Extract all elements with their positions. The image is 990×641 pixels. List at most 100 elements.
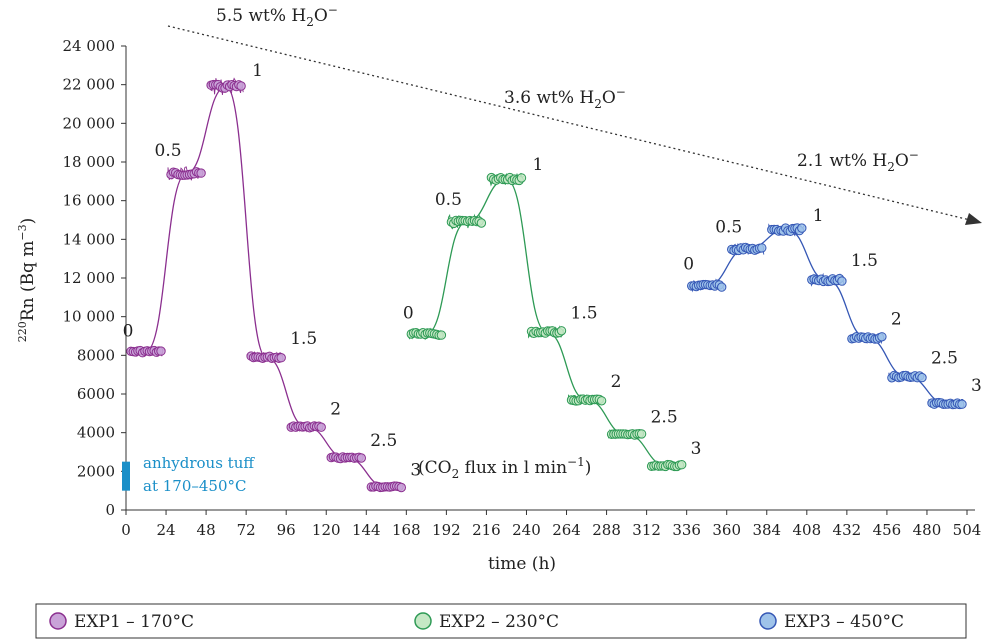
y-tick-label: 4000 (77, 424, 115, 442)
series-exp1: 0 0.5 1 1.5 2 2.5 3 (123, 61, 421, 493)
x-tick-label: 432 (833, 521, 862, 539)
co2-flux-note-mid: flux in l min (459, 458, 567, 478)
water-label-2-sub: 2 (594, 97, 602, 111)
flux-label: 1.5 (290, 329, 317, 349)
water-label-2: 3.6 wt% H2O− (504, 85, 626, 111)
water-label-2-sup: − (616, 85, 626, 99)
legend-box (35, 603, 967, 639)
x-tick-label: 216 (472, 521, 501, 539)
x-tick-label: 168 (392, 521, 421, 539)
data-point (556, 326, 567, 336)
water-label-1-pre: 5.5 wt% H (216, 6, 306, 26)
x-tick-label: 120 (312, 521, 341, 539)
flux-label: 1 (813, 206, 824, 226)
water-label-2-pre: 3.6 wt% H (504, 88, 594, 108)
y-tick-label: 22 000 (63, 76, 116, 94)
series-trend-line (145, 85, 387, 488)
co2-flux-note-close: ) (585, 458, 592, 478)
x-tick-label: 384 (752, 521, 781, 539)
legend-label-exp1: EXP1 – 170°C (74, 612, 194, 632)
y-tick-label: 0 (105, 501, 115, 519)
water-trend-arrow (167, 25, 982, 225)
flux-label: 2 (891, 310, 902, 330)
y-tick-label: 8000 (77, 346, 115, 364)
flux-label: 2 (611, 372, 622, 392)
data-point (316, 422, 326, 432)
trend-line (167, 25, 971, 221)
y-tick-label: 16 000 (63, 192, 116, 210)
y-tick-label: 20 000 (63, 114, 116, 132)
x-tick-label: 288 (592, 521, 621, 539)
data-point (717, 282, 727, 292)
water-label-1: 5.5 wt% H2O− (216, 3, 338, 29)
flux-label: 0 (403, 304, 414, 324)
flux-label: 3 (410, 460, 421, 480)
flux-label: 1 (532, 155, 543, 175)
axes (125, 46, 975, 511)
co2-flux-note-sup: −1 (567, 455, 585, 469)
x-tick-label: 48 (197, 521, 216, 539)
x-tick-label: 192 (432, 521, 461, 539)
water-label-3-sup: − (909, 148, 919, 162)
flux-label: 0.5 (435, 190, 462, 210)
legend-marker-exp1 (49, 612, 67, 630)
y-axis-title-close: ) (18, 218, 38, 225)
x-tick-label: 504 (953, 521, 982, 539)
anhydrous-tuff-bar (122, 461, 130, 491)
data-point (596, 396, 607, 406)
x-tick-label: 72 (237, 521, 256, 539)
data-point (156, 346, 166, 356)
x-tick-label: 312 (632, 521, 661, 539)
data-point (837, 276, 847, 286)
data-point (236, 81, 246, 91)
flux-label: 2.5 (370, 431, 397, 451)
flux-label: 3 (971, 376, 982, 396)
flux-label: 0.5 (155, 141, 182, 161)
x-tick-label: 96 (277, 521, 296, 539)
data-point (516, 173, 527, 183)
flux-label: 0 (123, 321, 134, 341)
flux-label: 1.5 (851, 251, 878, 271)
series-exp3: 0 0.5 1 1.5 2 2.5 3 (683, 206, 982, 410)
y-tick-label: 6000 (77, 385, 115, 403)
series-exp2: 0 0.5 1 1.5 2 2.5 3 (403, 155, 702, 472)
x-axis-title: time (h) (488, 554, 556, 574)
flux-label: 3 (691, 439, 702, 459)
x-tick-label: 480 (913, 521, 942, 539)
y-tick-label: 14 000 (63, 230, 116, 248)
data-point (917, 372, 927, 383)
anhydrous-tuff-label-1: anhydrous tuff (143, 454, 255, 472)
data-point (957, 399, 967, 409)
flux-label: 2.5 (931, 349, 958, 369)
data-point (196, 168, 206, 178)
water-label-1-sup: − (328, 3, 338, 17)
water-label-3-sub: 2 (887, 160, 895, 174)
y-ticks: 0 2000 4000 6000 8000 10 000 12 000 14 000 16 00… (63, 37, 126, 519)
legend-marker-exp2 (414, 612, 432, 630)
water-label-3-pre: 2.1 wt% H (797, 151, 887, 171)
y-tick-label: 18 000 (63, 153, 116, 171)
data-point (677, 460, 687, 470)
data-point (396, 482, 406, 493)
y-axis-title-main: Rn (Bq m (18, 241, 38, 322)
flux-label: 2.5 (651, 407, 678, 427)
x-tick-label: 336 (672, 521, 701, 539)
data-point (436, 330, 447, 340)
x-tick-label: 264 (552, 521, 581, 539)
flux-label: 0 (683, 255, 694, 275)
y-tick-label: 12 000 (63, 269, 116, 287)
flux-label: 0.5 (715, 218, 742, 238)
y-tick-label: 24 000 (63, 37, 116, 55)
flux-label: 1 (252, 61, 263, 81)
co2-flux-note-sub: 2 (452, 467, 460, 481)
x-tick-label: 360 (712, 521, 741, 539)
x-tick-label: 408 (792, 521, 821, 539)
y-axis-title-sup: 220 (16, 321, 29, 342)
trend-arrowhead (965, 213, 982, 225)
data-point (276, 353, 286, 363)
x-tick-label: 456 (873, 521, 902, 539)
y-axis-title: 220Rn (Bq m−3) (16, 218, 38, 343)
x-tick-label: 144 (352, 521, 381, 539)
water-label-3: 2.1 wt% H2O− (797, 148, 919, 174)
